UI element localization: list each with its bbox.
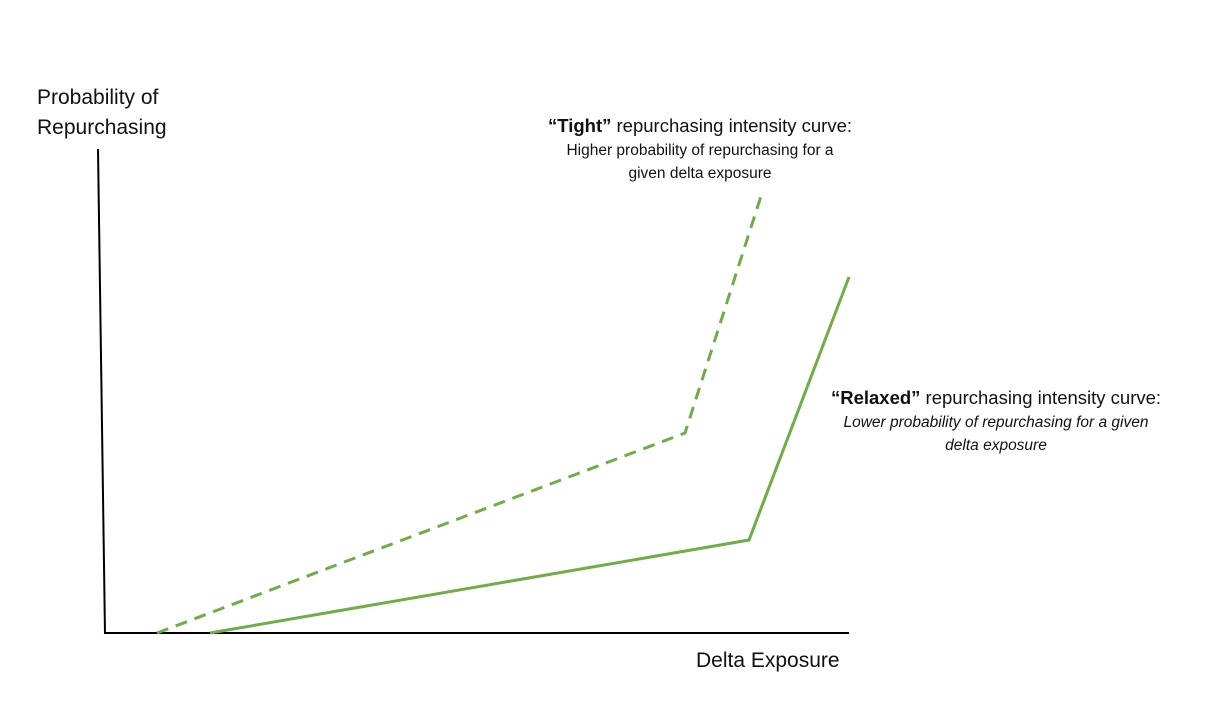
relaxed-curve-desc-line-1: Lower probability of repurchasing for a … [843,414,1149,431]
tight-curve-title-rest: repurchasing intensity curve: [611,115,853,136]
tight-curve-desc-line-2: given delta exposure [628,165,772,182]
tight-curve-desc-line-1: Higher probability of repurchasing for a [566,142,834,159]
x-axis-label: Delta Exposure [696,649,840,672]
relaxed-curve-title: “Relaxed” repurchasing intensity curve: [810,385,1182,411]
tight-curve-title-bold: “Tight” [548,115,612,136]
relaxed-curve-annotation: “Relaxed” repurchasing intensity curve: … [810,385,1182,457]
relaxed-curve-title-rest: repurchasing intensity curve: [920,387,1162,408]
tight-curve-line [156,192,764,635]
relaxed-curve-desc: Lower probability of repurchasing for a … [810,411,1182,457]
relaxed-curve-line [209,276,851,635]
relaxed-curve-desc-line-2: delta exposure [945,437,1047,454]
y-axis-line [97,148,106,635]
y-axis-label-line-1: Probability of [37,86,159,109]
tight-curve-annotation: “Tight” repurchasing intensity curve: Hi… [522,113,878,185]
y-axis-label-line-2: Repurchasing [37,116,167,139]
y-axis-label: Probability of Repurchasing [37,83,167,143]
tight-curve-title: “Tight” repurchasing intensity curve: [522,113,878,139]
relaxed-curve-title-bold: “Relaxed” [830,387,921,408]
